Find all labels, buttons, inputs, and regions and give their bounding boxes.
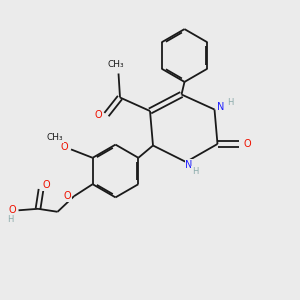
Text: H: H xyxy=(192,167,198,176)
Text: O: O xyxy=(43,180,50,190)
Text: N: N xyxy=(185,160,193,170)
Text: O: O xyxy=(61,142,68,152)
Text: O: O xyxy=(64,191,71,201)
Text: CH₃: CH₃ xyxy=(46,134,63,142)
Text: O: O xyxy=(94,110,102,120)
Text: O: O xyxy=(8,205,16,215)
Text: CH₃: CH₃ xyxy=(108,60,124,69)
Text: N: N xyxy=(218,101,225,112)
Text: O: O xyxy=(243,139,251,149)
Text: H: H xyxy=(7,215,13,224)
Text: H: H xyxy=(227,98,233,107)
